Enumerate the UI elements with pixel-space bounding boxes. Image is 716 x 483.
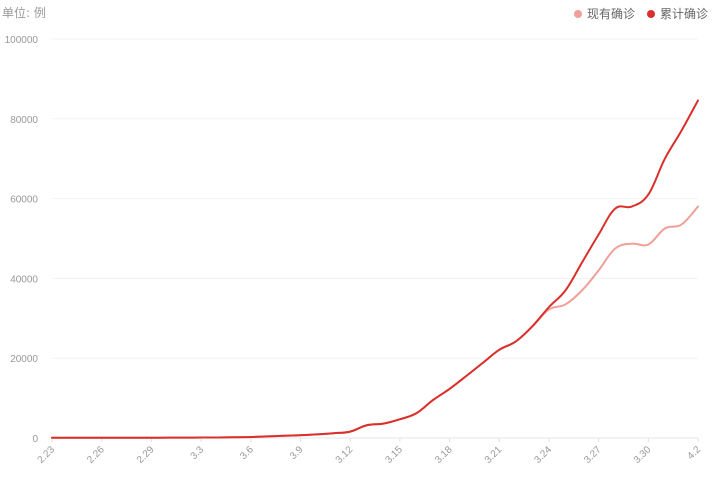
x-tick-label: 2.29 bbox=[135, 444, 157, 466]
x-tick-label: 3.21 bbox=[483, 444, 505, 466]
series-layer bbox=[51, 99, 699, 439]
series-line-current bbox=[51, 205, 699, 439]
y-tick-label: 100000 bbox=[5, 35, 39, 46]
y-tick-label: 20000 bbox=[10, 354, 38, 365]
y-tick-label: 60000 bbox=[10, 195, 38, 206]
x-tick-label: 3.6 bbox=[238, 444, 256, 462]
x-tick-label: 4.2 bbox=[686, 444, 704, 462]
legend-dot-cumulative-icon bbox=[646, 9, 655, 18]
x-tick-label: 3.27 bbox=[582, 444, 604, 466]
x-tick-label: 3.24 bbox=[532, 444, 554, 466]
legend: 现有确诊 累计确诊 bbox=[573, 5, 708, 22]
legend-item-cumulative[interactable]: 累计确诊 bbox=[646, 5, 708, 22]
y-tick-label: 80000 bbox=[10, 115, 38, 126]
x-tick-label: 3.18 bbox=[433, 444, 455, 466]
x-tick-label: 3.30 bbox=[632, 444, 654, 466]
x-tick-label: 2.26 bbox=[85, 444, 107, 466]
x-tick-label: 3.9 bbox=[288, 444, 306, 462]
axis-layer: 0 20000 40000 60000 80000 100000 2.23 2.26 2.29 3… bbox=[5, 35, 704, 466]
legend-label-current: 现有确诊 bbox=[586, 7, 635, 21]
y-tick-label: 40000 bbox=[10, 274, 38, 285]
legend-item-current[interactable]: 现有确诊 bbox=[573, 5, 635, 22]
x-tick-label: 3.3 bbox=[189, 444, 207, 462]
legend-dot-current-icon bbox=[573, 9, 582, 18]
x-tick-label: 3.12 bbox=[334, 444, 356, 466]
grid-layer bbox=[52, 38, 698, 439]
x-tick-label: 3.15 bbox=[383, 444, 405, 466]
y-tick-label: 0 bbox=[32, 434, 38, 445]
unit-label: 单位: 例 bbox=[2, 6, 46, 20]
legend-label-cumulative: 累计确诊 bbox=[659, 7, 708, 21]
series-line-cumulative bbox=[51, 99, 699, 439]
x-tick-label: 2.23 bbox=[36, 444, 58, 466]
